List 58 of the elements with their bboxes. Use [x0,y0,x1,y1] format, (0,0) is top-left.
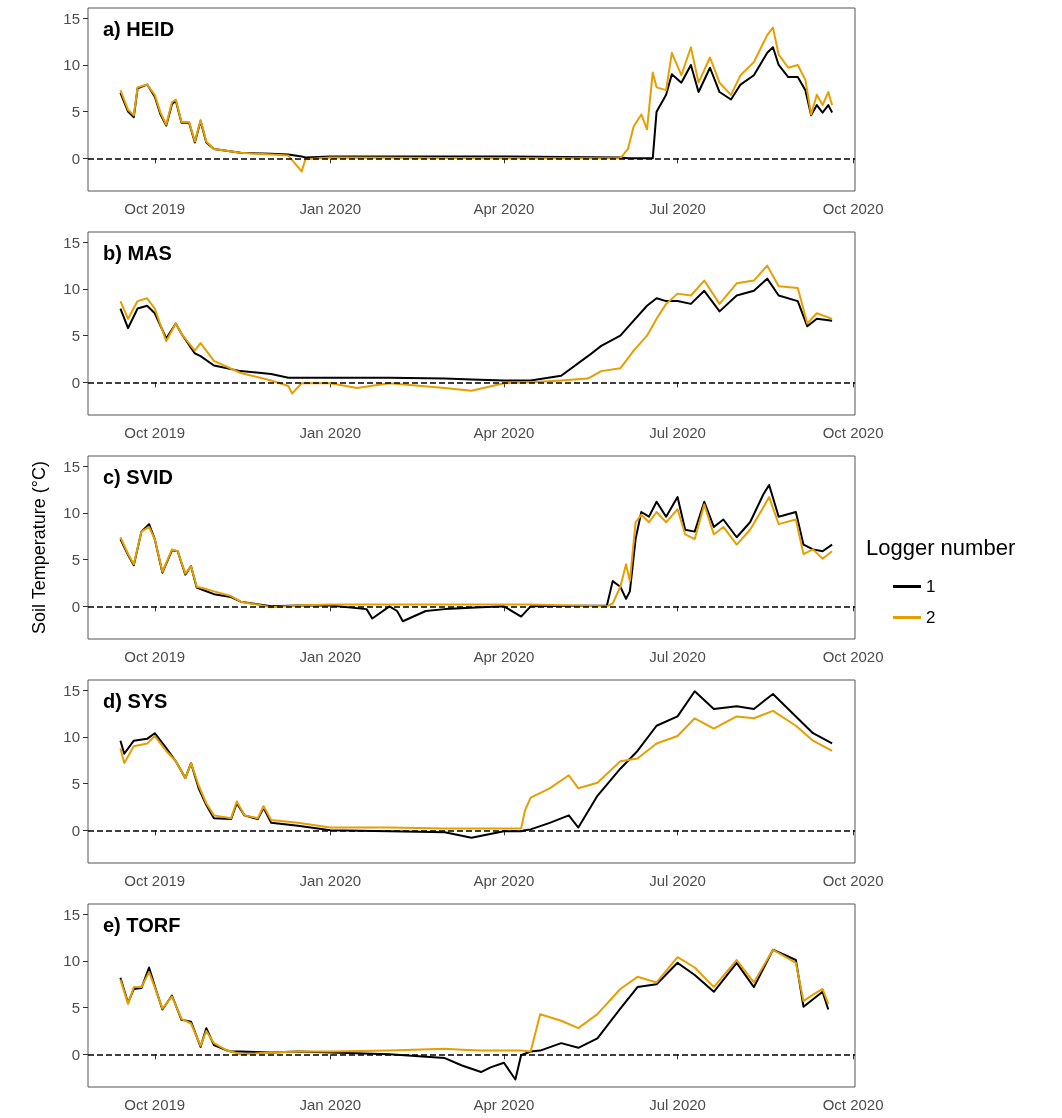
x-tick-label: Oct 2020 [822,648,884,665]
y-tick-label: 10 [63,952,80,970]
y-tick-label: 15 [63,9,80,27]
y-tick-label: 10 [63,280,80,298]
x-tick-label: Jan 2020 [299,200,362,217]
y-tick-label: 0 [71,597,80,615]
x-tick-label: Oct 2019 [124,1096,186,1113]
x-tick-label: Jul 2020 [649,200,706,217]
y-tick-label: 5 [71,327,80,345]
x-tick-label: Oct 2019 [124,872,186,889]
x-tick-label: Jan 2020 [299,872,362,889]
text: d) SYS [103,690,168,712]
x-tick-label: Jan 2020 [299,424,362,441]
y-tick-label: 15 [63,905,80,923]
y-tick-label: 0 [71,373,80,391]
y-tick-label: 10 [63,728,80,746]
y-tick-label: 5 [71,103,80,121]
x-tick-label: Apr 2020 [473,648,535,665]
line-series [119,264,834,395]
x-tick-label: Oct 2019 [124,200,186,217]
text: e) TORF [103,914,181,936]
y-tick-label: 5 [71,551,80,569]
text: a) HEID [103,18,175,40]
y-tick-label: 0 [71,149,80,167]
y-tick-label: 0 [71,1045,80,1063]
line-series [119,948,830,1056]
y-tick-label: 10 [63,504,80,522]
x-tick-label: Apr 2020 [473,200,535,217]
x-tick-label: Jul 2020 [649,424,706,441]
y-tick-label: 5 [71,999,80,1017]
x-tick-label: Apr 2020 [473,424,535,441]
x-tick-label: Jul 2020 [649,1096,706,1113]
x-tick-label: Oct 2020 [822,200,884,217]
y-tick-label: 5 [71,775,80,793]
x-tick-label: Oct 2019 [124,648,186,665]
y-axis-title: Soil Temperature (°C) [29,461,49,634]
x-tick-label: Jul 2020 [649,872,706,889]
y-tick-label: 10 [63,56,80,74]
x-tick-label: Oct 2020 [822,1096,884,1113]
text: b) MAS [103,242,172,264]
x-tick-label: Oct 2019 [124,424,186,441]
x-tick-label: Jul 2020 [649,648,706,665]
x-tick-label: Jan 2020 [299,648,362,665]
x-tick-label: Oct 2020 [822,872,884,889]
legend-title: Logger number [866,534,1016,560]
x-tick-label: Jan 2020 [299,1096,362,1113]
y-tick-label: 15 [63,457,80,475]
y-tick-label: 0 [71,821,80,839]
legend-label: 1 [926,577,936,596]
line-series [119,709,834,830]
line-series [119,496,834,609]
y-tick-label: 15 [63,681,80,699]
text: c) SVID [103,466,174,488]
x-tick-label: Apr 2020 [473,1096,535,1113]
x-tick-label: Oct 2020 [822,424,884,441]
legend-label: 2 [926,608,936,627]
y-tick-label: 15 [63,233,80,251]
x-tick-label: Apr 2020 [473,872,535,889]
